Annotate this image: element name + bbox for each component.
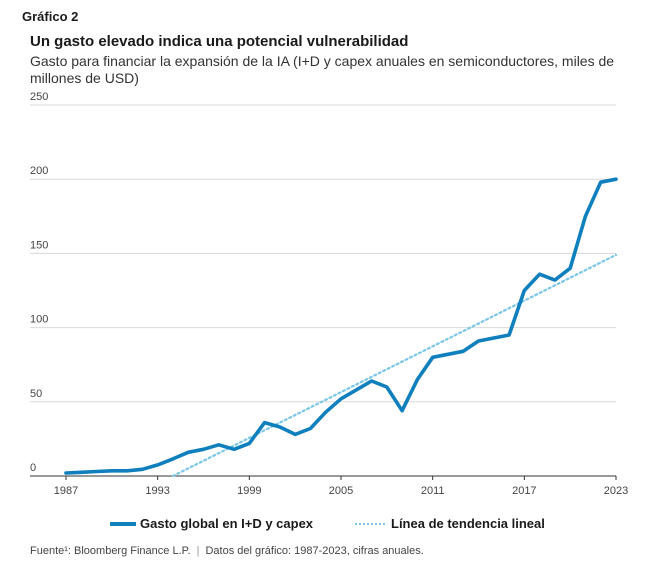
y-tick-label-150: 150 bbox=[30, 239, 48, 251]
chart-subtitle: Gasto para financiar la expansión de la … bbox=[30, 53, 615, 86]
figure-label: Gráfico 2 bbox=[22, 9, 79, 24]
trend-line bbox=[171, 253, 618, 478]
y-tick-label-250: 250 bbox=[30, 91, 48, 103]
gridlines bbox=[30, 104, 616, 403]
y-tick-label-50: 50 bbox=[30, 388, 42, 400]
line-chart: 0 50 100 150 200 250 1987 1993 1999 2005 2011 2017… bbox=[30, 91, 628, 497]
series-line-gasto-global bbox=[64, 177, 618, 475]
x-tick-label-2011: 2011 bbox=[421, 485, 445, 497]
legend: Gasto global en I+D y capex Línea de ten… bbox=[0, 516, 656, 536]
x-tick-label-2017: 2017 bbox=[512, 485, 536, 497]
source-separator: | bbox=[196, 545, 200, 557]
series-layer bbox=[64, 177, 618, 478]
legend-trend-label: Línea de tendencia lineal bbox=[391, 516, 545, 531]
x-axis: 1987 1993 1999 2005 2011 2017 2023 bbox=[30, 475, 628, 497]
source-text: Fuente¹: Bloomberg Finance L.P. bbox=[30, 545, 191, 557]
legend-item-series: Gasto global en I+D y capex bbox=[110, 516, 313, 531]
y-tick-label-100: 100 bbox=[30, 314, 48, 326]
y-tick-label-200: 200 bbox=[30, 165, 48, 177]
y-tick-label-0: 0 bbox=[30, 462, 36, 474]
source-note: Fuente¹: Bloomberg Finance L.P. | Datos de… bbox=[30, 545, 424, 557]
x-tick-label-2023: 2023 bbox=[604, 485, 628, 497]
x-tick-label-2005: 2005 bbox=[329, 485, 353, 497]
legend-dotted-line-icon bbox=[355, 522, 385, 525]
legend-solid-line-icon bbox=[110, 521, 136, 526]
x-tick-label-1999: 1999 bbox=[237, 485, 261, 497]
chart-title: Un gasto elevado indica una potencial vu… bbox=[30, 33, 409, 50]
x-tick-label-1987: 1987 bbox=[54, 485, 78, 497]
x-tick-label-1993: 1993 bbox=[145, 485, 169, 497]
data-note: Datos del gráfico: 1987-2023, cifras anu… bbox=[205, 545, 424, 557]
legend-item-trend: Línea de tendencia lineal bbox=[355, 516, 545, 531]
y-axis-ticks: 0 50 100 150 200 250 bbox=[30, 91, 48, 474]
legend-series-label: Gasto global en I+D y capex bbox=[140, 516, 314, 531]
